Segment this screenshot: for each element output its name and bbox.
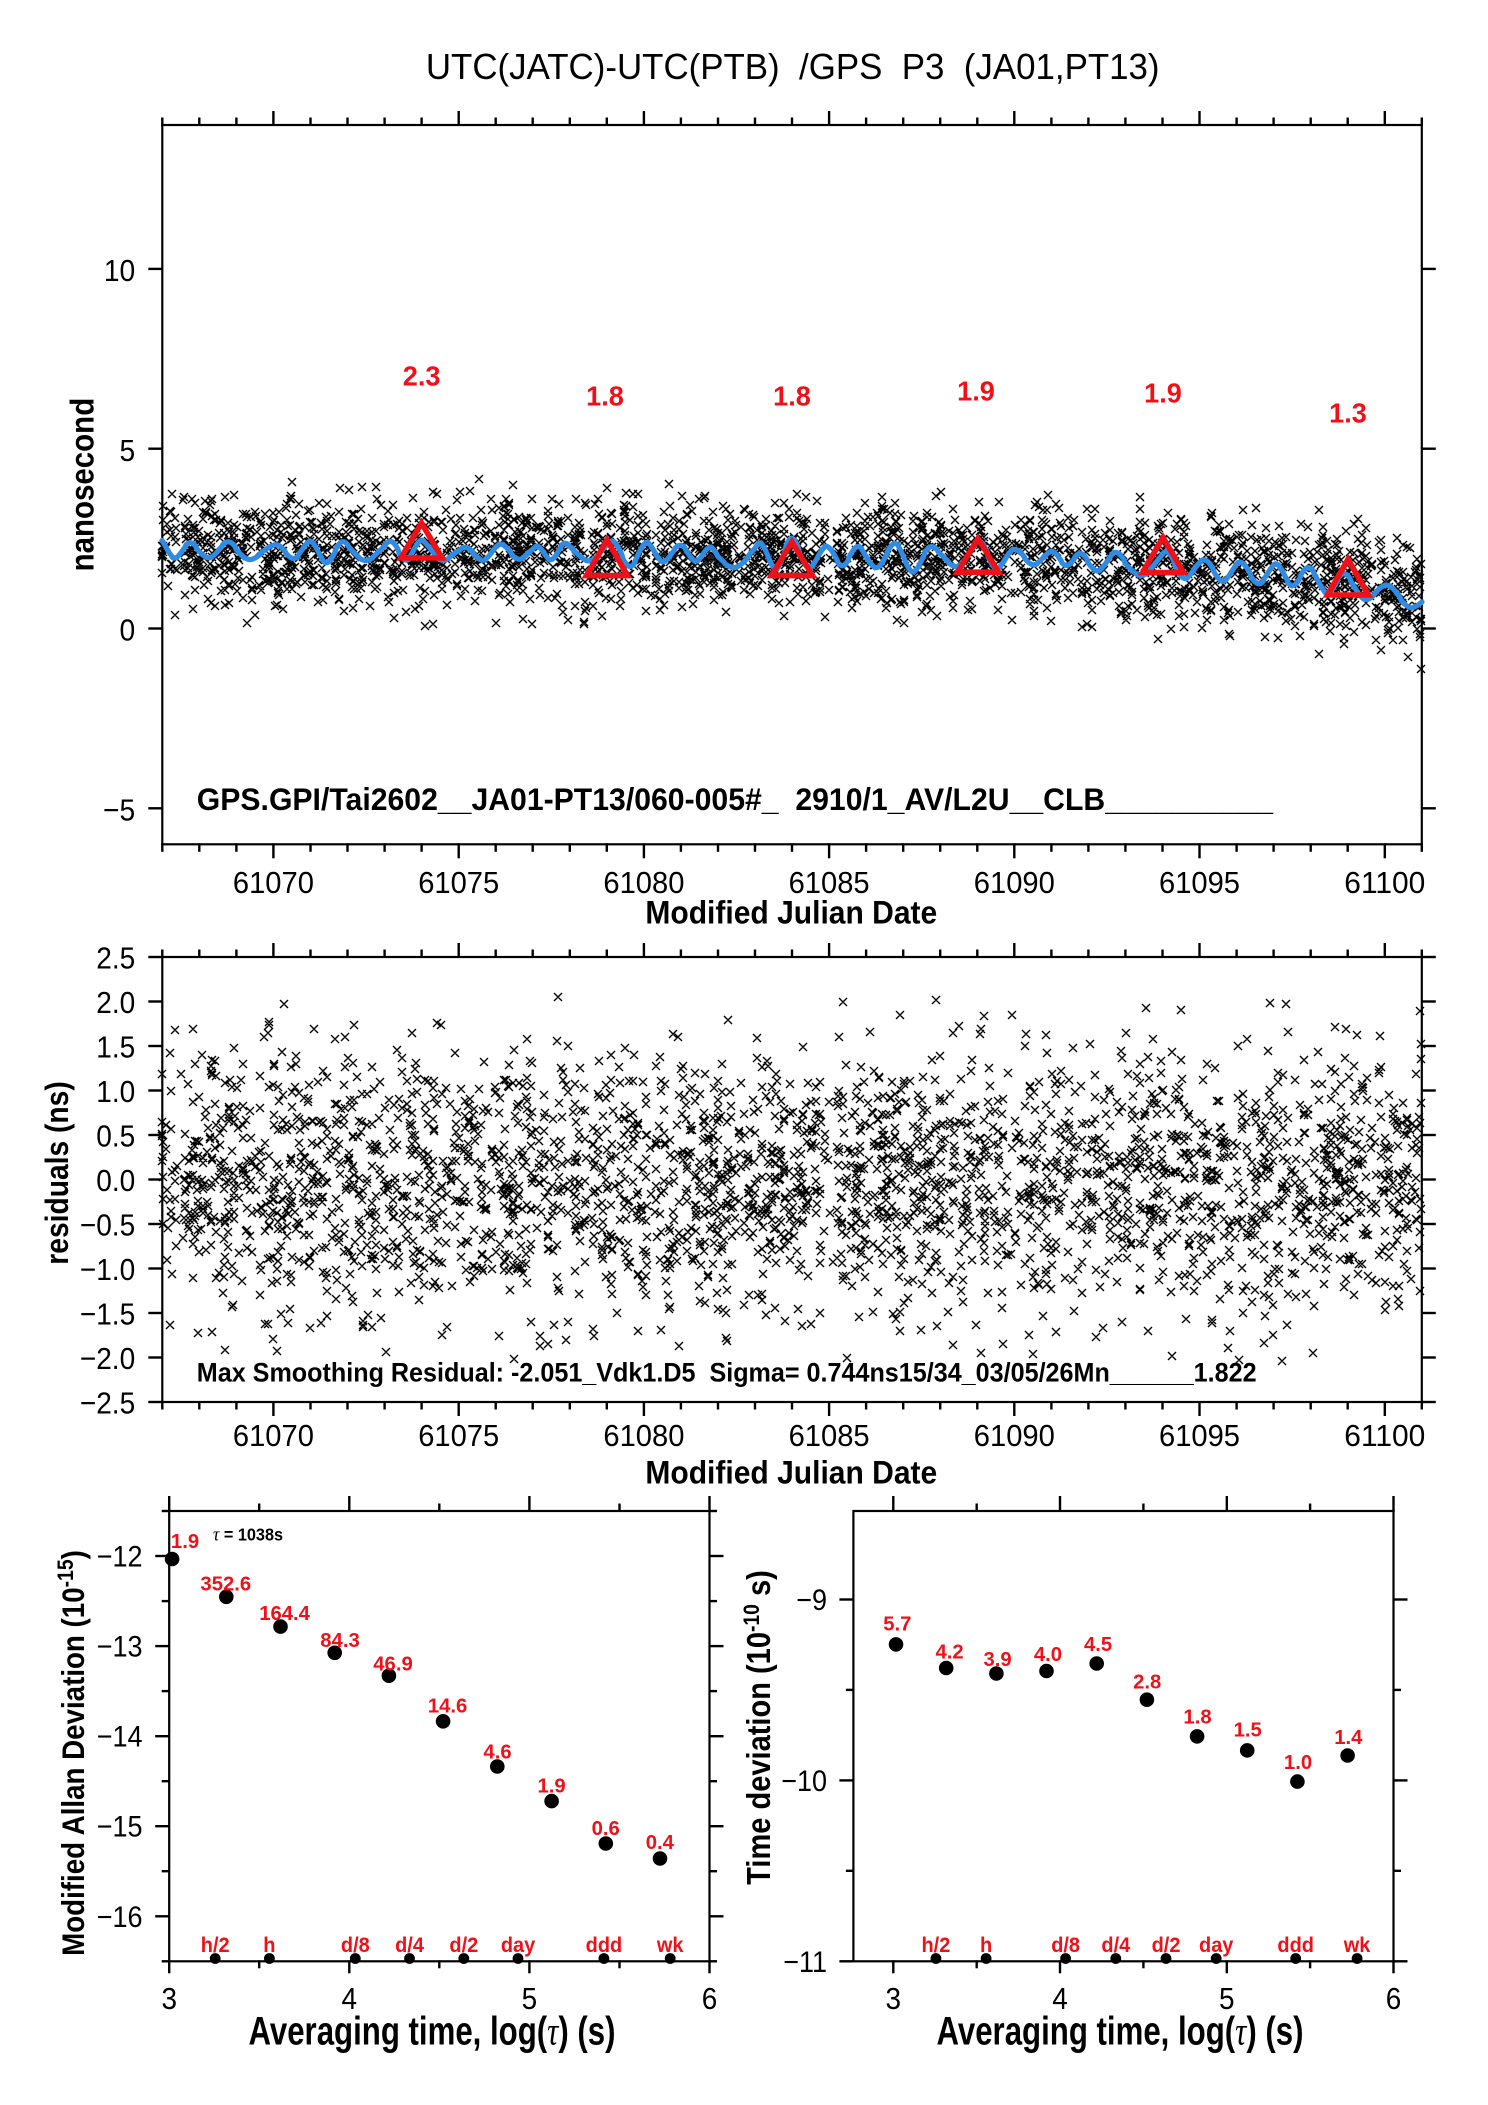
svg-text:164.4: 164.4 [259, 1603, 310, 1625]
svg-text:6: 6 [1386, 1982, 1402, 2017]
svg-text:61070: 61070 [233, 866, 314, 900]
svg-text:−10: −10 [781, 1765, 827, 1799]
svg-text:wk: wk [656, 1933, 684, 1957]
svg-text:−0.5: −0.5 [80, 1208, 135, 1243]
svg-text:−12: −12 [97, 1540, 143, 1574]
svg-text:4.5: 4.5 [1084, 1634, 1112, 1656]
svg-text:Max Smoothing Residual: -2.051: Max Smoothing Residual: -2.051_Vdk1.D5 S… [197, 1359, 1257, 1388]
svg-text:2.5: 2.5 [96, 941, 135, 976]
svg-text:2.8: 2.8 [1133, 1671, 1161, 1693]
svg-text:84.3: 84.3 [320, 1630, 359, 1652]
svg-text:14.6: 14.6 [428, 1696, 467, 1718]
svg-text:6: 6 [702, 1982, 718, 2017]
svg-text:UTC(JATC)-UTC(PTB) /GPS P3: UTC(JATC)-UTC(PTB) /GPS P3 (JA01,PT13) [426, 46, 1160, 87]
svg-text:−5: −5 [103, 793, 135, 828]
svg-text:0.4: 0.4 [646, 1832, 675, 1854]
svg-text:τ = 1038s: τ = 1038s [213, 1524, 283, 1545]
svg-text:5: 5 [522, 1982, 538, 2017]
svg-text:1.9: 1.9 [171, 1531, 199, 1553]
svg-text:4: 4 [342, 1982, 358, 2017]
svg-text:3: 3 [161, 1982, 177, 2017]
svg-text:wk: wk [1343, 1933, 1371, 1957]
svg-text:61085: 61085 [789, 1419, 870, 1453]
svg-text:1.4: 1.4 [1334, 1727, 1363, 1749]
svg-text:1.8: 1.8 [773, 380, 811, 411]
svg-text:61090: 61090 [974, 866, 1055, 900]
svg-text:5: 5 [1219, 1982, 1235, 2017]
svg-text:61100: 61100 [1344, 866, 1425, 901]
svg-text:0.0: 0.0 [96, 1164, 135, 1199]
svg-text:1.8: 1.8 [1183, 1707, 1211, 1729]
svg-text:0.5: 0.5 [96, 1119, 135, 1154]
svg-text:61070: 61070 [233, 1419, 314, 1453]
svg-text:GPS.GPI/Tai2602__JA01-PT13/060: GPS.GPI/Tai2602__JA01-PT13/060-005#_ 291… [197, 781, 1274, 817]
svg-text:nanosecond: nanosecond [64, 398, 101, 572]
svg-text:Averaging time, log(τ) (s): Averaging time, log(τ) (s) [248, 2009, 615, 2054]
svg-text:−13: −13 [97, 1630, 143, 1664]
svg-text:ddd: ddd [1277, 1933, 1314, 1957]
svg-text:−15: −15 [97, 1810, 143, 1844]
svg-text:4.0: 4.0 [1034, 1644, 1062, 1666]
svg-text:ddd: ddd [586, 1933, 623, 1957]
svg-text:Modified Julian Date: Modified Julian Date [645, 1455, 937, 1491]
svg-text:1.5: 1.5 [96, 1030, 135, 1065]
svg-text:61095: 61095 [1159, 1419, 1240, 1453]
svg-text:Modified Allan Deviation (10-1: Modified Allan Deviation (10-15) [54, 1550, 92, 1956]
svg-text:1.8: 1.8 [586, 380, 624, 411]
svg-text:61075: 61075 [418, 1419, 499, 1453]
svg-text:Modified Julian Date: Modified Julian Date [645, 895, 937, 931]
svg-text:day: day [501, 1933, 536, 1957]
svg-text:d/2: d/2 [1152, 1933, 1181, 1957]
svg-text:0: 0 [120, 614, 136, 649]
svg-text:h/2: h/2 [921, 1933, 950, 1957]
svg-text:61085: 61085 [789, 866, 870, 900]
svg-text:352.6: 352.6 [200, 1573, 251, 1595]
svg-text:−14: −14 [97, 1720, 143, 1754]
svg-text:1.9: 1.9 [1144, 377, 1182, 408]
svg-text:−1.5: −1.5 [80, 1297, 135, 1332]
svg-text:61090: 61090 [974, 1419, 1055, 1453]
svg-text:−2.5: −2.5 [80, 1386, 135, 1421]
svg-text:1.9: 1.9 [538, 1776, 566, 1798]
svg-text:61075: 61075 [418, 866, 499, 900]
svg-text:h: h [980, 1933, 992, 1957]
svg-text:d/2: d/2 [449, 1933, 478, 1957]
svg-text:h/2: h/2 [201, 1933, 230, 1957]
svg-text:h: h [263, 1933, 275, 1957]
svg-text:Averaging time, log(τ) (s): Averaging time, log(τ) (s) [936, 2009, 1303, 2054]
svg-text:3: 3 [886, 1982, 902, 2017]
svg-text:−1.0: −1.0 [80, 1253, 135, 1288]
svg-text:1.3: 1.3 [1329, 397, 1367, 428]
svg-text:61100: 61100 [1344, 1419, 1425, 1454]
svg-text:10: 10 [104, 254, 135, 289]
svg-text:4.6: 4.6 [483, 1741, 511, 1763]
svg-text:1.9: 1.9 [957, 375, 995, 406]
svg-text:d/4: d/4 [395, 1933, 424, 1957]
svg-text:5.7: 5.7 [883, 1614, 911, 1636]
svg-text:2.3: 2.3 [403, 360, 441, 391]
svg-text:61080: 61080 [603, 1419, 684, 1453]
svg-text:−9: −9 [796, 1584, 827, 1618]
svg-text:d/8: d/8 [341, 1933, 370, 1957]
svg-text:residuals (ns): residuals (ns) [40, 1081, 75, 1264]
svg-text:−16: −16 [97, 1901, 143, 1935]
svg-text:1.0: 1.0 [1284, 1752, 1312, 1774]
svg-text:0.6: 0.6 [592, 1818, 620, 1840]
svg-text:1.0: 1.0 [96, 1075, 135, 1110]
svg-text:day: day [1199, 1933, 1234, 1957]
svg-text:−2.0: −2.0 [80, 1342, 135, 1377]
svg-text:61080: 61080 [603, 866, 684, 900]
svg-text:2.0: 2.0 [96, 986, 135, 1021]
svg-text:4.2: 4.2 [936, 1641, 964, 1663]
svg-text:4: 4 [1052, 1982, 1068, 2017]
svg-text:46.9: 46.9 [373, 1653, 412, 1675]
svg-text:5: 5 [120, 434, 136, 469]
svg-text:1.5: 1.5 [1234, 1719, 1262, 1741]
svg-text:3.9: 3.9 [984, 1649, 1012, 1671]
svg-text:d/8: d/8 [1051, 1933, 1080, 1957]
svg-text:−11: −11 [783, 1946, 827, 1980]
svg-text:d/4: d/4 [1101, 1933, 1130, 1957]
svg-text:61095: 61095 [1159, 866, 1240, 900]
